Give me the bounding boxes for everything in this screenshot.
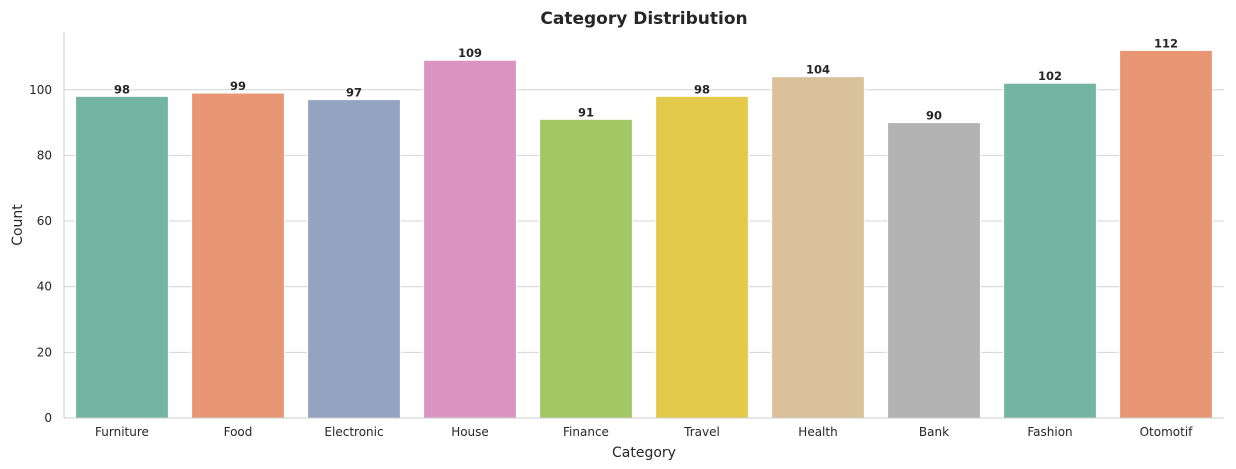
x-tick-label: House xyxy=(451,425,489,439)
x-tick-label: Health xyxy=(798,425,837,439)
value-label: 99 xyxy=(230,79,246,93)
bar-food xyxy=(191,92,285,419)
y-axis-label: Count xyxy=(10,204,26,246)
x-axis-ticks: Furniture Food Electronic House Finance Trave… xyxy=(95,425,1193,439)
bar-travel xyxy=(655,95,749,419)
value-label: 98 xyxy=(694,82,710,96)
x-tick-label: Travel xyxy=(683,425,720,439)
bar-house xyxy=(423,59,517,419)
value-label: 112 xyxy=(1154,36,1178,50)
bar-otomotif xyxy=(1119,49,1213,419)
bar-fashion xyxy=(1003,82,1097,419)
y-tick-label: 100 xyxy=(29,83,52,97)
value-labels: 98 99 97 109 91 98 104 90 102 112 xyxy=(114,36,1178,122)
bars xyxy=(75,49,1213,419)
y-tick-label: 20 xyxy=(37,345,52,359)
bar-furniture xyxy=(75,95,169,419)
y-axis-ticks: 0 20 40 60 80 100 xyxy=(29,83,52,425)
x-tick-label: Food xyxy=(224,425,253,439)
x-tick-label: Fashion xyxy=(1027,425,1072,439)
x-tick-label: Bank xyxy=(919,425,949,439)
bar-electronic xyxy=(307,99,401,419)
y-tick-label: 0 xyxy=(44,411,52,425)
value-label: 91 xyxy=(578,105,594,119)
value-label: 97 xyxy=(346,86,362,100)
x-tick-label: Finance xyxy=(563,425,609,439)
x-axis-label: Category xyxy=(612,445,676,461)
bar-health xyxy=(771,76,865,419)
value-label: 98 xyxy=(114,82,130,96)
y-tick-label: 40 xyxy=(37,280,52,294)
x-tick-label: Furniture xyxy=(95,425,149,439)
value-label: 90 xyxy=(926,109,942,123)
x-tick-label: Otomotif xyxy=(1140,425,1194,439)
y-tick-label: 60 xyxy=(37,214,52,228)
value-label: 102 xyxy=(1038,69,1062,83)
bar-bank xyxy=(887,122,981,419)
chart-title: Category Distribution xyxy=(540,9,747,29)
value-label: 109 xyxy=(458,46,482,60)
x-tick-label: Electronic xyxy=(324,425,383,439)
bar-finance xyxy=(539,118,633,419)
y-tick-label: 80 xyxy=(37,148,52,162)
value-label: 104 xyxy=(806,63,830,77)
